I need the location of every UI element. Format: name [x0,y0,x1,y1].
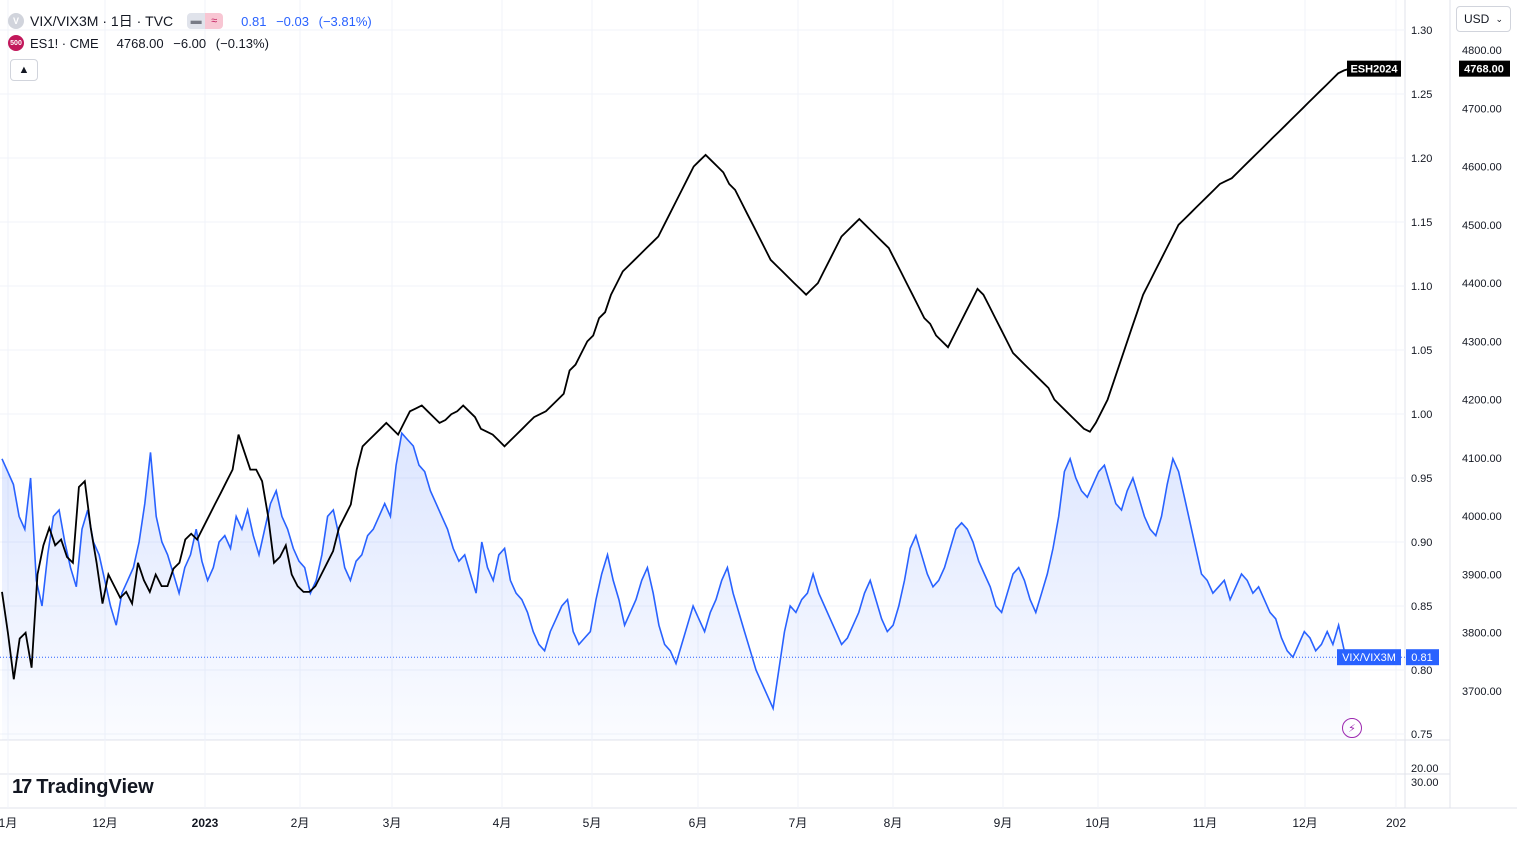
es-value-label: 4768.00 [1464,64,1504,76]
compare-change-pct: (−0.13%) [215,35,269,51]
left-axis-tick: 1.10 [1411,281,1432,293]
legend-compare-row[interactable]: 500 ES1! · CME 4768.00 −6.00 (−0.13%) [8,32,378,54]
time-axis-label: 202 [1386,816,1406,830]
time-axis-label: 11月 [1193,816,1217,830]
chevron-up-icon: ▲ [18,64,30,76]
approx-icon[interactable]: ≈ [205,13,224,29]
sub-axis-tick: 30.00 [1411,777,1439,789]
right-axis-tick: 3800.00 [1462,628,1502,640]
vix-value-tag [1406,649,1439,666]
right-axis-tick: 4500.00 [1462,220,1502,232]
legend-pill[interactable]: ▬ ≈ [187,13,224,29]
time-axis-label: 8月 [884,816,903,830]
vix-line[interactable] [1,431,1351,712]
right-axis-tick: 4700.00 [1462,103,1502,115]
time-axis-label: 5月 [583,816,602,830]
main-change-pct: (−3.81%) [318,13,372,29]
time-axis-label: 1月 [0,816,17,830]
left-axis-tick: 0.95 [1411,473,1432,485]
left-axis-tick: 0.80 [1411,665,1432,677]
currency-select[interactable]: USD ⌄ [1456,6,1511,32]
right-axis-tick: 4300.00 [1462,336,1502,348]
time-axis-label: 10月 [1085,816,1110,830]
time-axis-label: 12月 [92,816,117,830]
right-axis-tick: 4600.00 [1462,162,1502,174]
right-axis-tick: 4200.00 [1462,395,1502,407]
right-axis-tick: 3900.00 [1462,569,1502,581]
es-line[interactable] [1,67,1351,680]
vix-fill [2,433,1350,740]
time-axis-label: 3月 [383,816,402,830]
es-value-tag [1459,60,1510,77]
time-axis-label: 2月 [291,816,310,830]
minus-icon[interactable]: ▬ [187,13,206,29]
es-symbol-icon: 500 [8,35,24,51]
lightning-icon[interactable]: ⚡ [1342,718,1362,738]
compare-last: 4768.00 [116,35,164,51]
right-axis-tick: 4400.00 [1462,278,1502,290]
vix-area [2,433,1350,740]
compare-change: −6.00 [173,35,207,51]
currency-label: USD [1464,12,1490,26]
left-axis-tick: 0.85 [1411,601,1432,613]
es-name-tag [1347,60,1401,77]
compare-symbol-title[interactable]: ES1! · CME [30,35,99,51]
compare-values: 4768.00 −6.00 (−0.13%) [117,36,275,51]
es-name-label: ESH2024 [1350,64,1398,76]
sub-axis-tick: 20.00 [1411,763,1439,775]
vix-name-label: VIX/VIX3M [1342,652,1396,664]
left-axis-tick: 1.20 [1411,153,1432,165]
left-axis-tick: 1.25 [1411,89,1432,101]
main-values: 0.81 −0.03 (−3.81%) [241,14,378,29]
left-axis-tick: 0.90 [1411,537,1432,549]
left-axis-tick: 0.75 [1411,729,1432,741]
left-axis-tick: 1.05 [1411,345,1432,357]
time-axis-label: 7月 [789,816,808,830]
time-axis-label: 9月 [994,816,1013,830]
time-axis-label: 12月 [1292,816,1317,830]
time-axis-label: 4月 [493,816,512,830]
main-change: −0.03 [276,13,309,29]
collapse-legend-button[interactable]: ▲ [10,59,38,81]
vix-name-tag [1337,649,1401,666]
left-axis-tick: 1.00 [1411,409,1432,421]
series-lines [1,67,1351,712]
legend: V VIX/VIX3M · 1日 · TVC ▬ ≈ 0.81 −0.03 (−… [8,10,378,54]
left-axis-tick: 1.15 [1411,217,1432,229]
logo-text: TradingView [36,776,154,798]
tradingview-logo[interactable]: 17 TradingView [12,776,154,799]
right-axis-tick: 4000.00 [1462,511,1502,523]
right-axis-tick: 3700.00 [1462,686,1502,698]
time-axis-label: 2023 [192,816,219,830]
vix-value-label: 0.81 [1411,652,1432,664]
main-symbol-title[interactable]: VIX/VIX3M · 1日 · TVC [30,13,174,29]
price-labels: ESH2024 4768.00 VIX/VIX3M 0.81 [0,60,1510,666]
chevron-down-icon: ⌄ [1495,13,1503,24]
axes: 1.30 1.25 1.20 1.15 1.10 1.05 1.00 0.95 0.90 0.85… [0,25,1502,830]
right-axis-tick: 4100.00 [1462,453,1502,465]
left-axis-tick: 1.30 [1411,25,1432,37]
legend-main-row[interactable]: V VIX/VIX3M · 1日 · TVC ▬ ≈ 0.81 −0.03 (−… [8,10,378,32]
time-axis-label: 6月 [689,816,708,830]
symbol-icon: V [8,13,24,29]
tv-logo-icon: 17 [12,776,32,798]
main-last: 0.81 [241,13,267,29]
right-axis-tick: 4800.00 [1462,45,1502,57]
